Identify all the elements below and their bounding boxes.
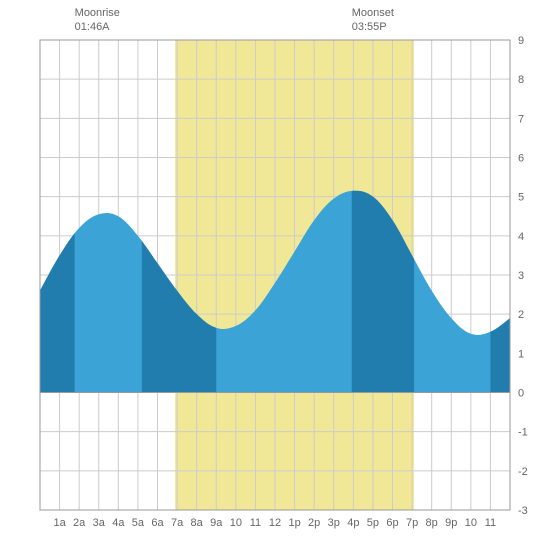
moonrise-title: Moonrise <box>75 7 120 19</box>
x-tick-label: 9p <box>445 517 457 529</box>
y-tick-label: 6 <box>518 153 524 165</box>
moonset-label: Moonset 03:55P <box>352 6 394 35</box>
x-tick-label: 11 <box>485 517 496 529</box>
moonrise-time: 01:46A <box>75 21 110 33</box>
y-tick-label: -3 <box>518 505 528 517</box>
x-tick-label: 9a <box>210 517 223 529</box>
moonset-time: 03:55P <box>352 21 387 33</box>
x-tick-label: 10 <box>230 517 242 529</box>
moonrise-label: Moonrise 01:46A <box>75 6 120 35</box>
x-tick-label: 6a <box>151 517 164 529</box>
y-tick-label: 9 <box>518 35 524 47</box>
chart-svg: -3-2-101234567891a2a3a4a5a6a7a8a9a101112… <box>0 0 550 550</box>
y-tick-label: 0 <box>518 388 524 400</box>
x-tick-label: 4p <box>347 517 359 529</box>
x-tick-label: 5a <box>132 517 145 529</box>
moonset-title: Moonset <box>352 7 394 19</box>
y-tick-label: 3 <box>518 270 524 282</box>
x-tick-label: 4a <box>112 517 125 529</box>
x-tick-label: 12 <box>269 517 281 529</box>
tide-chart: Moonrise 01:46A Moonset 03:55P -3-2-1012… <box>0 0 550 550</box>
x-tick-label: 7a <box>171 517 184 529</box>
y-tick-label: 7 <box>518 113 524 125</box>
y-tick-label: 4 <box>518 231 524 243</box>
x-tick-label: 10 <box>465 517 477 529</box>
x-tick-label: 2a <box>73 517 86 529</box>
x-tick-label: 11 <box>250 517 261 529</box>
x-tick-label: 1p <box>288 517 300 529</box>
x-tick-label: 3p <box>328 517 340 529</box>
x-tick-label: 8p <box>426 517 438 529</box>
y-tick-label: 5 <box>518 192 524 204</box>
y-tick-label: 1 <box>518 348 524 360</box>
x-tick-label: 1a <box>53 517 66 529</box>
y-tick-label: -1 <box>518 427 528 439</box>
y-tick-label: 2 <box>518 309 524 321</box>
x-tick-label: 6p <box>386 517 398 529</box>
x-tick-label: 3a <box>93 517 106 529</box>
y-tick-label: -2 <box>518 466 528 478</box>
x-tick-label: 2p <box>308 517 320 529</box>
y-tick-label: 8 <box>518 74 524 86</box>
x-tick-label: 7p <box>406 517 418 529</box>
x-tick-label: 8a <box>191 517 204 529</box>
x-tick-label: 5p <box>367 517 379 529</box>
